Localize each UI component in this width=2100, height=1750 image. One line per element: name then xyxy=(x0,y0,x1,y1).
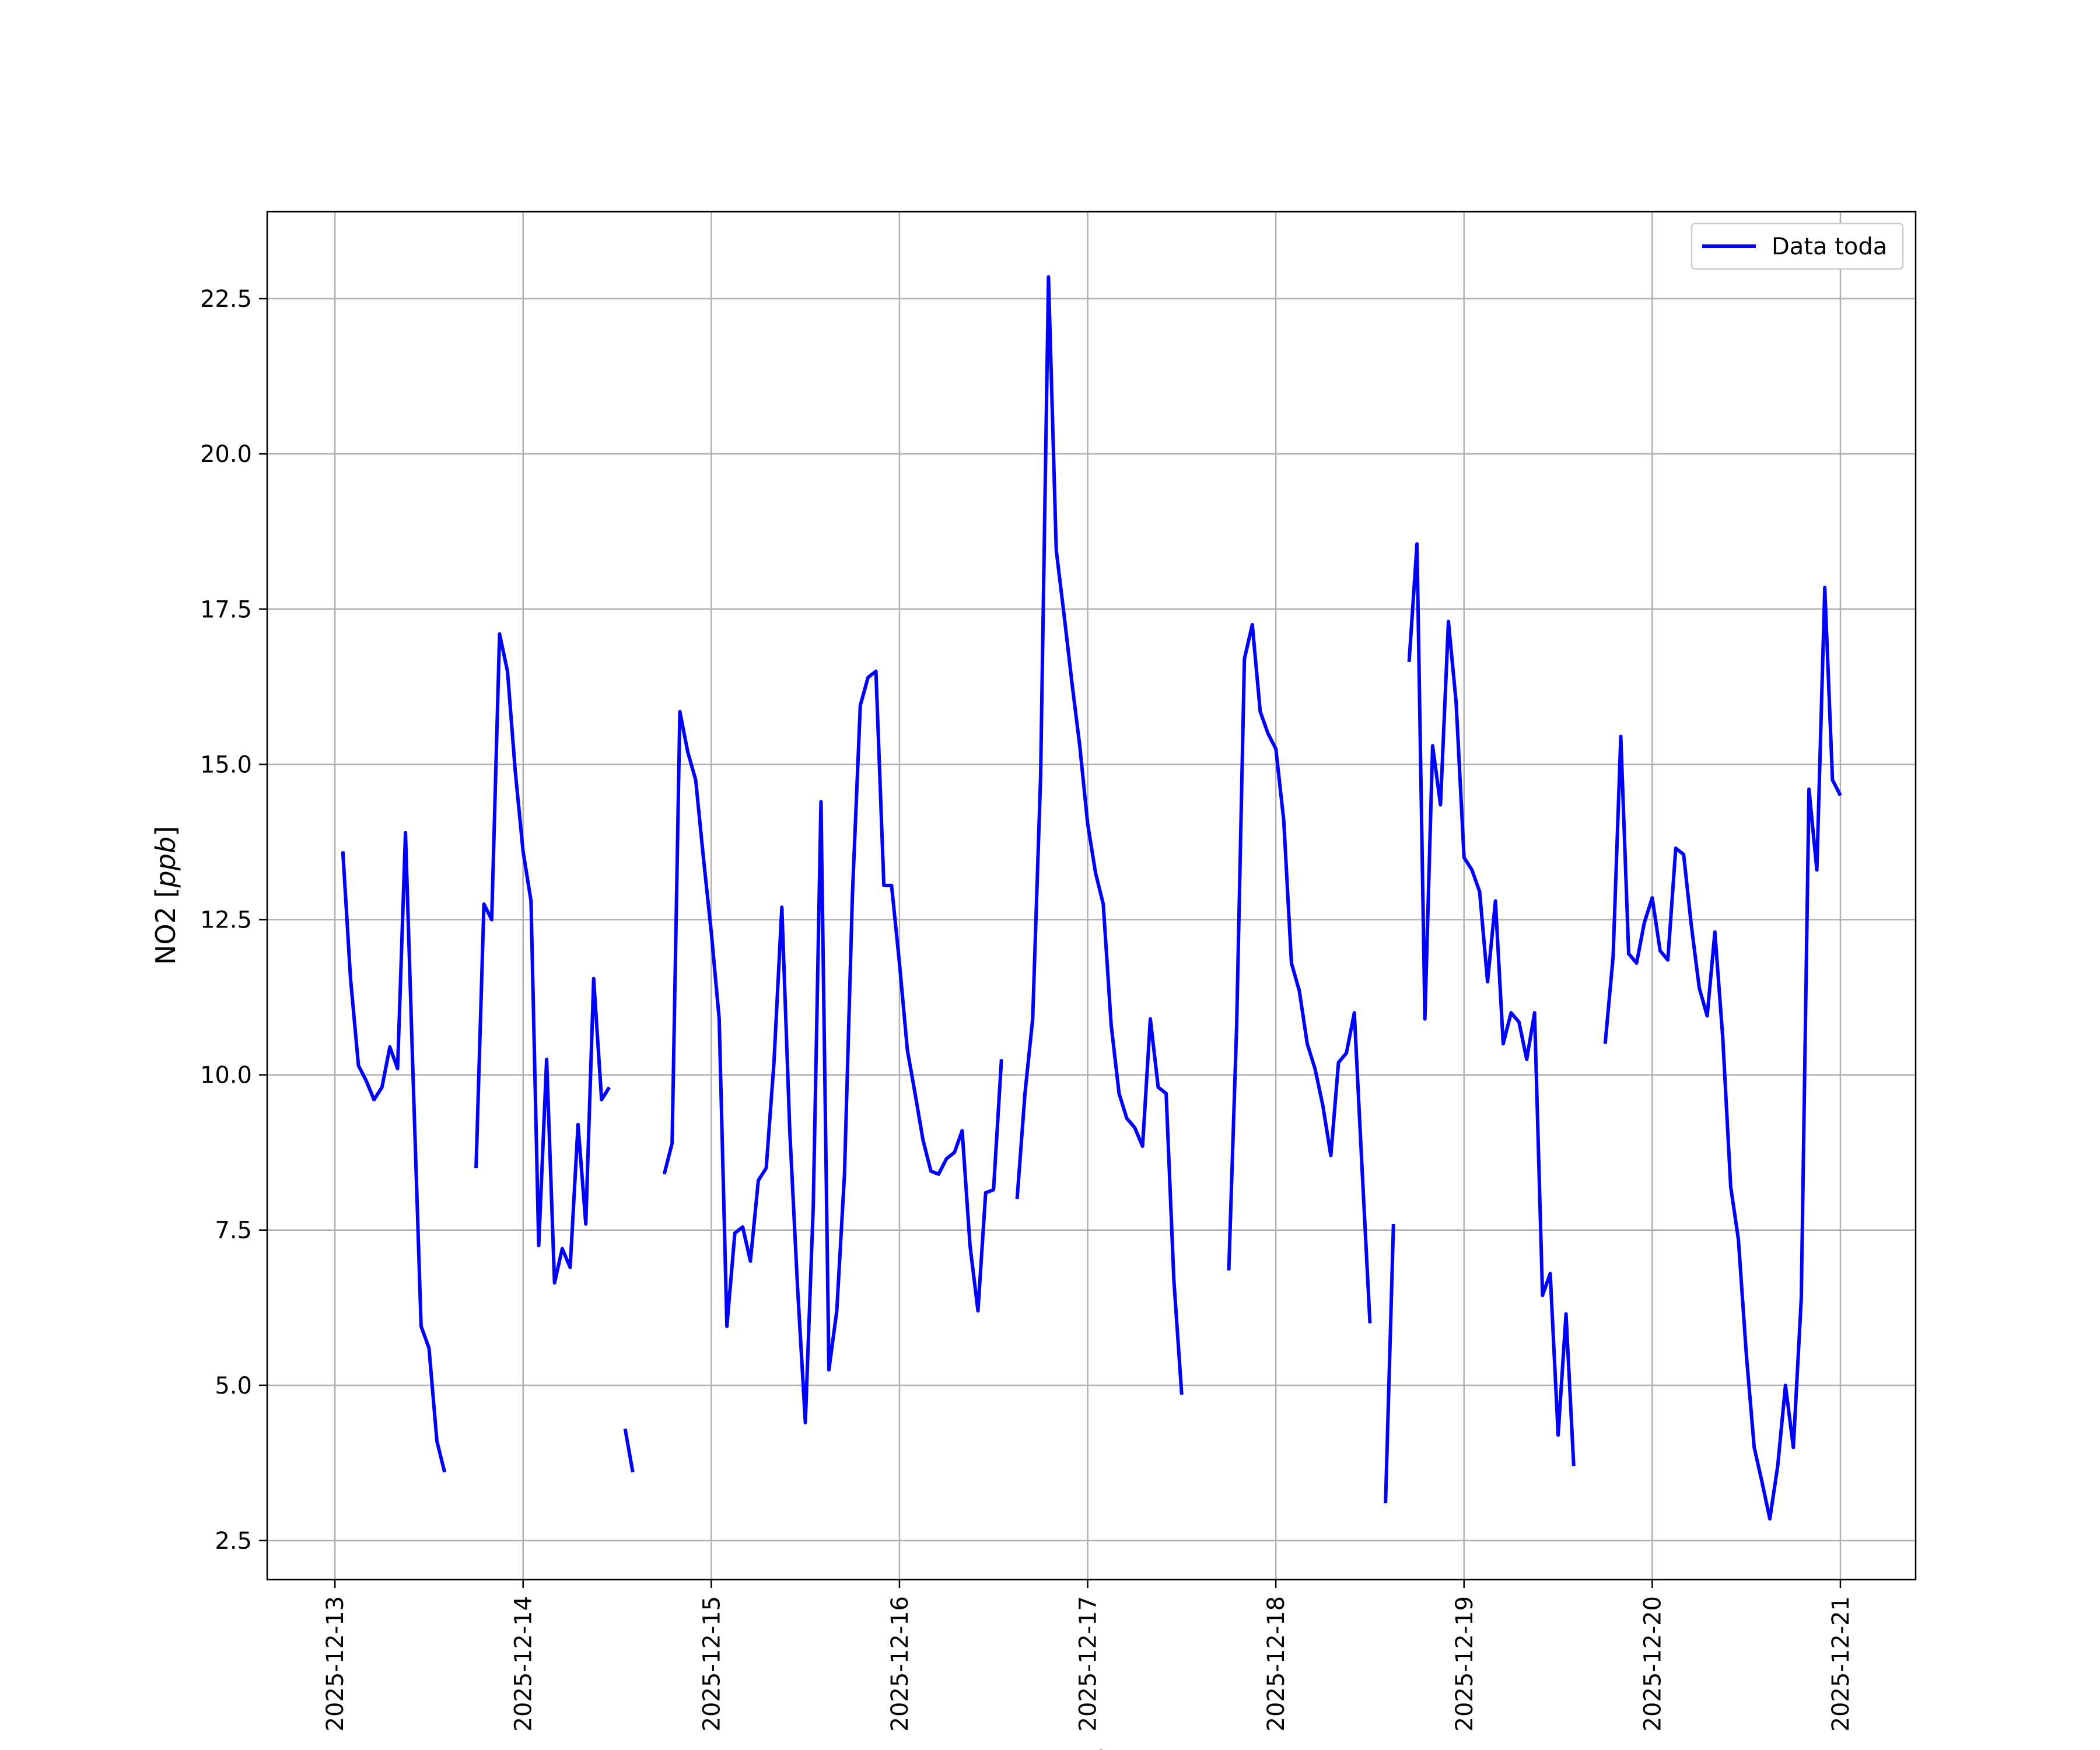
legend-box xyxy=(1690,222,1904,270)
grid-lines xyxy=(267,212,1916,1580)
y-tick-label: 15.0 xyxy=(200,751,252,778)
series-line-segment xyxy=(623,1428,635,1473)
y-axis-title: NO2 [ppb] xyxy=(150,826,181,965)
x-tick-label: 2025-12-20 xyxy=(1639,1596,1666,1731)
legend-label-data-toda: Data toda xyxy=(1772,233,1887,260)
series-line-segment xyxy=(474,632,611,1285)
y-tick-label: 22.5 xyxy=(200,286,252,313)
y-axis-title-close: ] xyxy=(150,826,181,836)
y-tick-label: 17.5 xyxy=(200,596,252,623)
series-line-segment xyxy=(1603,586,1842,1521)
y-axis-title-base: NO2 [ xyxy=(150,888,181,965)
x-tick-label: 2025-12-19 xyxy=(1451,1596,1478,1731)
x-tick-label: 2025-12-13 xyxy=(322,1596,349,1731)
y-tick-label: 12.5 xyxy=(200,907,252,933)
x-tick-label: 2025-12-16 xyxy=(887,1596,914,1731)
series-line-segment xyxy=(1015,275,1184,1395)
x-tick-label: 2025-12-18 xyxy=(1263,1596,1290,1731)
plot-frame xyxy=(266,211,1917,1581)
x-tick-label: 2025-12-15 xyxy=(698,1596,725,1731)
y-tick-label: 10.0 xyxy=(200,1062,252,1089)
series-line-segment xyxy=(341,831,447,1473)
x-tick-label: 2025-12-17 xyxy=(1075,1596,1102,1731)
series-line-segment xyxy=(1384,1224,1395,1504)
x-axis-title: Fecha xyxy=(1052,1745,1131,1750)
series-line-segment xyxy=(662,669,1003,1424)
y-tick-label: 2.5 xyxy=(215,1528,252,1555)
axis-ticks: 2025-12-13 2025-12-14 2025-12-15 2025-12-16… xyxy=(200,286,1854,1731)
data-series-data-toda xyxy=(341,275,1842,1521)
y-axis-title-unit: ppb xyxy=(150,836,181,888)
y-tick-label: 5.0 xyxy=(215,1373,252,1399)
legend: Data toda xyxy=(1690,222,1904,270)
series-line-segment xyxy=(1227,622,1372,1324)
y-tick-label: 20.0 xyxy=(200,441,252,468)
x-tick-label: 2025-12-21 xyxy=(1828,1596,1854,1731)
x-tick-label: 2025-12-14 xyxy=(510,1596,537,1731)
y-tick-label: 7.5 xyxy=(215,1217,252,1244)
series-line-segment xyxy=(1407,542,1576,1466)
plot-background xyxy=(267,212,1916,1580)
